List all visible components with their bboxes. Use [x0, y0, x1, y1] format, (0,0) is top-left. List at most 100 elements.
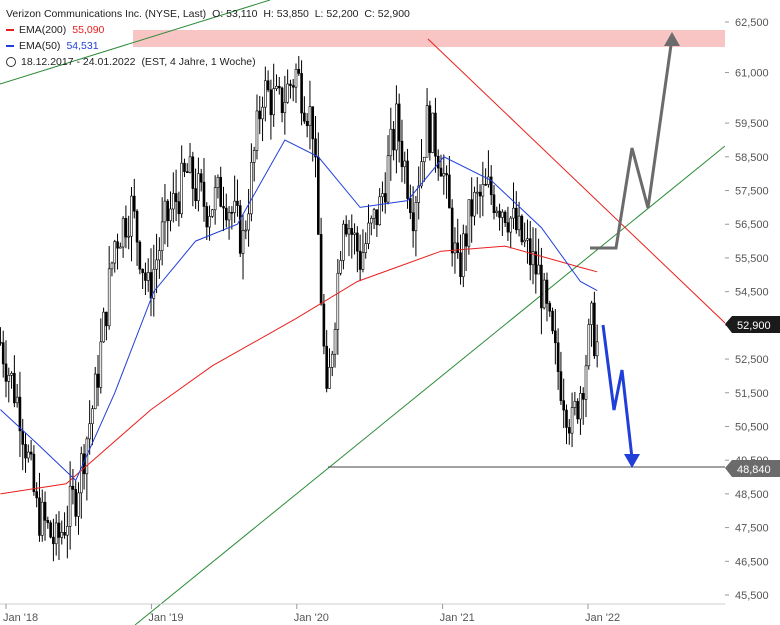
ema200-label: EMA(200) [19, 24, 67, 36]
price-candle [467, 199, 471, 247]
price-candle [38, 497, 41, 536]
price-candle [361, 252, 365, 270]
y-tick-label: 47,500 [735, 523, 769, 535]
x-tick-label: Jan '21 [440, 612, 475, 624]
x-tick-label: Jan '20 [294, 612, 329, 624]
price-candle [364, 243, 368, 253]
price-candle [208, 216, 211, 228]
price-candle [570, 407, 574, 434]
price-candle [149, 272, 153, 299]
price-candle [383, 193, 387, 203]
price-candle [135, 210, 139, 243]
price-candle [333, 329, 337, 355]
price-candle [319, 234, 323, 305]
ohlc-values: O: 53,110 H: 53,850 L: 52,200 C: 52,900 [212, 8, 410, 20]
price-candle [205, 206, 209, 228]
price-candle [280, 87, 284, 114]
price-candle [121, 218, 125, 248]
price-candle [562, 400, 566, 411]
rising-trendline [134, 145, 725, 625]
price-candle [350, 228, 354, 235]
price-candle [450, 207, 454, 254]
price-candle [216, 176, 220, 188]
price-candle [526, 238, 529, 241]
price-candle [573, 401, 577, 408]
price-candle [420, 161, 423, 187]
price-candle [194, 188, 197, 202]
price-candle [305, 120, 309, 126]
price-candle [347, 228, 351, 235]
price-candle [534, 251, 538, 275]
price-candle [66, 526, 69, 536]
price-candle [475, 191, 479, 194]
price-candle [294, 68, 298, 88]
price-candle [587, 324, 591, 367]
y-tick-label: 50,500 [735, 421, 769, 433]
price-candle [144, 272, 147, 281]
price-candle [91, 408, 94, 425]
price-candle [138, 241, 142, 270]
last-price-label: 52,900 [737, 320, 771, 332]
price-candle [581, 393, 585, 400]
price-candle [10, 372, 13, 376]
price-candle [514, 207, 518, 231]
price-candle [584, 365, 588, 400]
price-candle [517, 215, 521, 231]
price-candle [57, 522, 61, 538]
price-candle [590, 302, 593, 325]
price-candle [481, 184, 485, 197]
price-candle [211, 209, 214, 217]
price-candle [96, 373, 100, 388]
price-candle [593, 302, 596, 357]
price-candle [330, 353, 334, 368]
ema50-line [0, 139, 598, 482]
price-candle [110, 262, 114, 270]
price-candle [487, 176, 490, 185]
x-tick-label: Jan '19 [148, 612, 183, 624]
price-candle [397, 103, 401, 142]
price-candle [381, 193, 384, 198]
price-candle [71, 485, 75, 490]
price-candle [60, 532, 64, 538]
price-candle [520, 215, 524, 243]
price-candle [241, 230, 245, 254]
price-candle [152, 268, 156, 299]
price-candle [166, 200, 170, 222]
support-price-badge: 48,840 [725, 460, 780, 477]
y-tick-label: 59,500 [735, 118, 769, 130]
price-candle [559, 371, 563, 401]
price-candle [367, 222, 370, 244]
bullish-scenario-arrow [590, 37, 674, 250]
x-tick-label: Jan '18 [3, 612, 38, 624]
price-candle [303, 112, 306, 122]
price-candle [567, 427, 571, 434]
price-candle [29, 451, 33, 455]
y-tick-label: 57,500 [735, 186, 769, 198]
price-candle [113, 241, 117, 264]
price-candle [130, 195, 133, 237]
price-candle [163, 200, 167, 223]
price-candle [300, 73, 303, 114]
instrument-title: Verizon Communications Inc. (NYSE, Last) [6, 8, 207, 20]
price-candle [328, 367, 331, 389]
price-candle [484, 184, 487, 186]
price-candle [311, 106, 315, 140]
price-candle [177, 201, 181, 215]
price-candle [495, 210, 499, 214]
price-candle [132, 195, 136, 212]
ema200-value: 55,090 [72, 24, 105, 36]
price-candle [224, 207, 228, 221]
price-candle [52, 536, 55, 545]
price-candle [579, 393, 582, 420]
price-candle [277, 85, 281, 89]
price-candle [372, 209, 376, 219]
price-candle [456, 242, 460, 254]
price-candle [431, 112, 434, 153]
price-candle [414, 202, 418, 232]
ema50-value: 54,531 [66, 40, 99, 52]
price-candle [247, 213, 250, 231]
price-candle [342, 223, 345, 261]
price-candle [183, 162, 186, 172]
price-candle [464, 233, 468, 247]
